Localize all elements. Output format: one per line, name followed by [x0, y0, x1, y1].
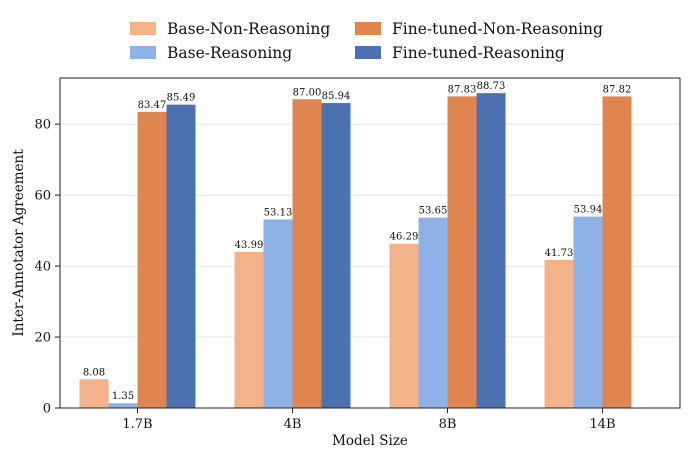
bar [573, 216, 603, 408]
legend-label-fine-tuned-non-reasoning: Fine-tuned-Non-Reasoning [392, 20, 603, 38]
bar-value-label: 46.29 [390, 232, 419, 243]
y-tick-label: 20 [34, 331, 51, 346]
y-axis-ticks: 0 20 40 60 80 [34, 118, 60, 417]
legend-swatch-base-reasoning [130, 46, 156, 59]
bar [389, 243, 419, 408]
y-axis-title: Inter-Annotator Agreement [11, 149, 27, 337]
x-tick-label: 4B [284, 417, 302, 432]
bar-value-label: 8.08 [83, 367, 105, 378]
bar-value-label: 53.94 [574, 205, 603, 216]
bar [602, 96, 632, 408]
bar-value-label: 87.82 [603, 84, 632, 95]
bar-value-label: 41.73 [545, 248, 574, 259]
legend-label-base-reasoning: Base-Reasoning [167, 44, 292, 62]
axes [59, 77, 681, 409]
x-tick-label: 8B [439, 417, 457, 432]
bar-value-label: 85.94 [322, 91, 351, 102]
y-tick-label: 80 [34, 118, 51, 133]
bar-value-label: 53.65 [419, 206, 448, 217]
bar-value-label: 87.00 [293, 87, 322, 98]
y-tick-label: 0 [43, 402, 51, 417]
bar [263, 219, 293, 408]
bar [418, 217, 448, 408]
bar [108, 403, 138, 408]
bars [79, 93, 632, 409]
bar-value-label: 85.49 [167, 93, 196, 104]
bar-value-label: 53.13 [264, 207, 293, 218]
bar [321, 103, 351, 409]
legend-swatch-base-non-reasoning [130, 22, 156, 35]
bar-value-label: 1.35 [112, 391, 134, 402]
legend-item-fine-tuned-reasoning[interactable]: Fine-tuned-Reasoning [355, 44, 565, 62]
bar [447, 96, 477, 409]
legend-item-fine-tuned-non-reasoning[interactable]: Fine-tuned-Non-Reasoning [355, 20, 603, 38]
x-tick-label: 14B [589, 417, 615, 432]
bar [79, 379, 109, 408]
bar [137, 111, 167, 408]
legend-item-base-non-reasoning[interactable]: Base-Non-Reasoning [130, 20, 330, 38]
bar [292, 99, 322, 409]
y-tick-label: 40 [34, 260, 51, 275]
bar [234, 251, 264, 408]
legend-item-base-reasoning[interactable]: Base-Reasoning [130, 44, 292, 62]
bar-value-label: 43.99 [235, 240, 264, 251]
legend-label-base-non-reasoning: Base-Non-Reasoning [167, 20, 330, 38]
x-axis-ticks: 1.7B 4B 8B 14B [122, 408, 616, 432]
x-axis-title: Model Size [332, 433, 408, 449]
bar-value-label: 88.73 [477, 81, 506, 92]
bar [476, 93, 506, 408]
plot-frame [59, 77, 681, 409]
legend-label-fine-tuned-reasoning: Fine-tuned-Reasoning [392, 44, 565, 62]
legend: Base-Non-Reasoning Base-Reasoning Fine-t… [130, 20, 603, 62]
y-tick-label: 60 [34, 189, 51, 204]
x-tick-label: 1.7B [122, 417, 152, 432]
legend-swatch-fine-tuned-non-reasoning [355, 22, 381, 35]
bar [544, 259, 574, 408]
bar-value-label: 87.83 [448, 84, 477, 95]
bar-value-label: 83.47 [138, 100, 167, 111]
legend-swatch-fine-tuned-reasoning [355, 46, 381, 59]
bar [166, 104, 196, 409]
